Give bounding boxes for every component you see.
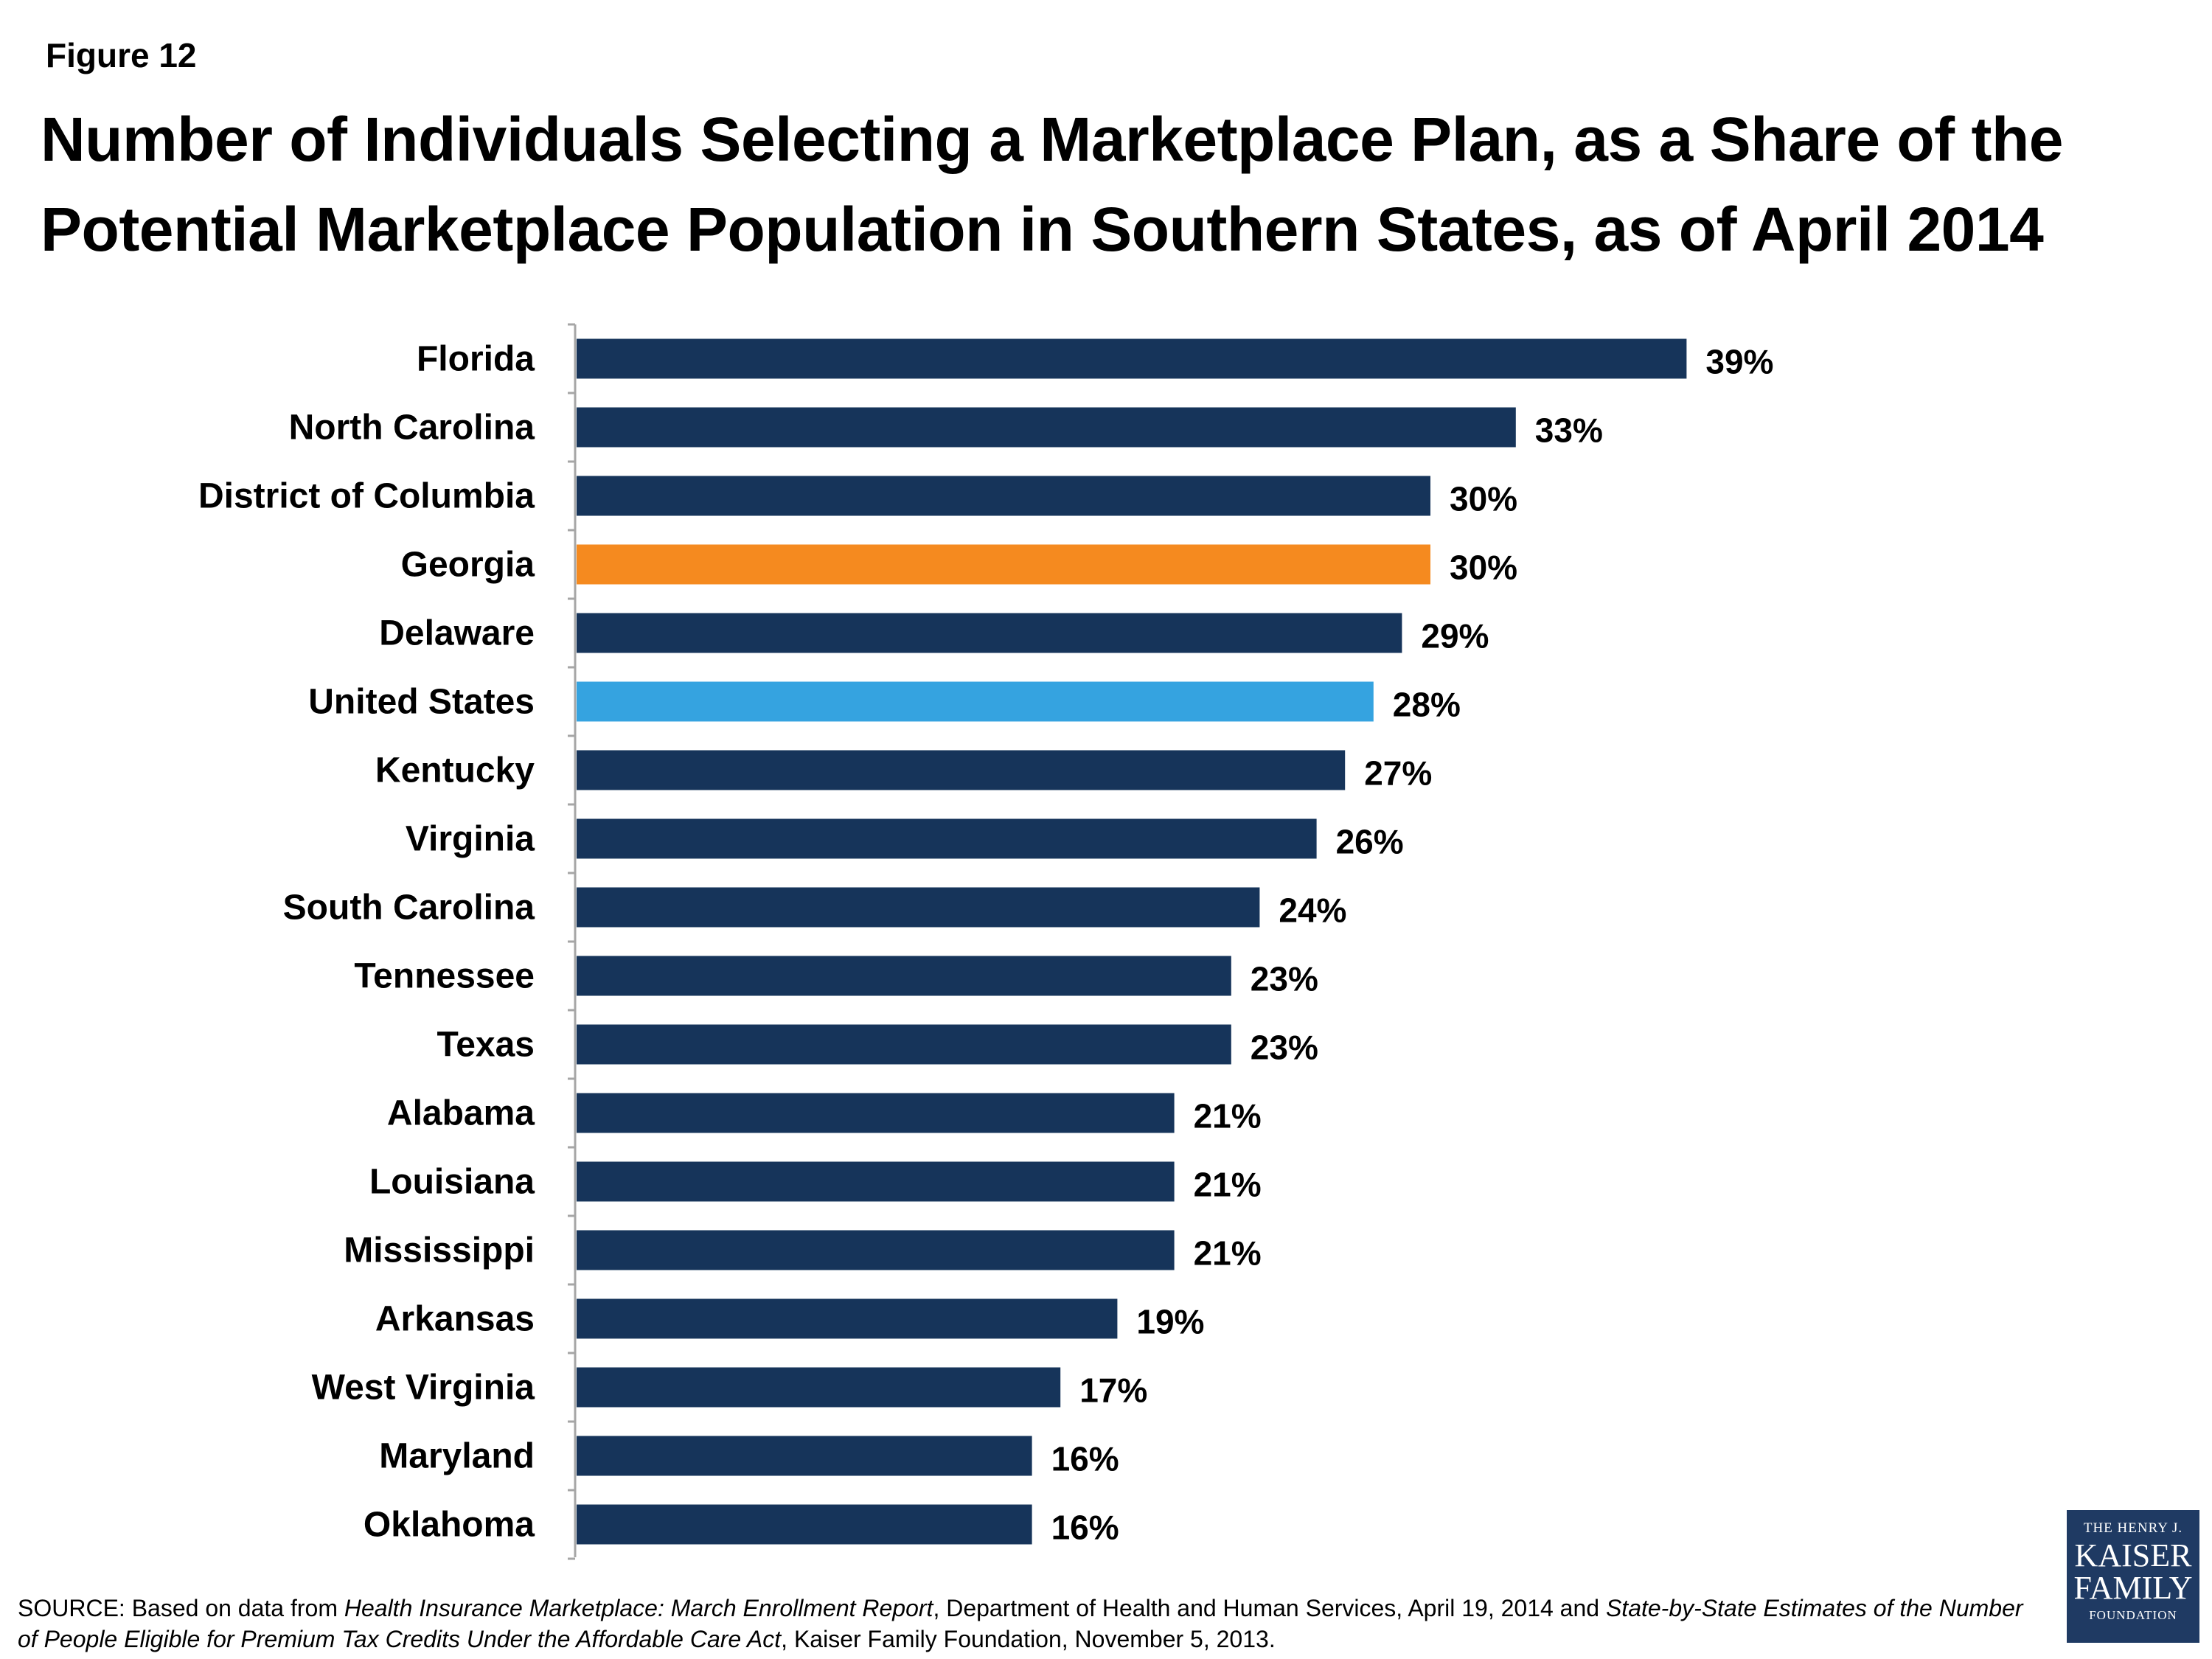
bar-florida (577, 338, 1687, 379)
value-label-kentucky: 27% (1364, 754, 1432, 793)
bar-delaware (577, 613, 1402, 653)
bar-virginia (577, 818, 1317, 859)
value-label-mississippi: 21% (1194, 1234, 1262, 1273)
category-labels-group: Florida North Carolina District of Columbi… (198, 340, 535, 1545)
value-label-georgia: 30% (1450, 549, 1517, 587)
value-labels-group: 39% 33% 30% 30% 29% 28% 27% 26% 24% 23% 23% 21% 21% 2… (1051, 343, 1774, 1547)
category-label-north-carolina: North Carolina (289, 408, 535, 448)
bar-oklahoma (577, 1504, 1032, 1545)
category-label-alabama: Alabama (387, 1094, 535, 1133)
value-label-alabama: 21% (1194, 1097, 1262, 1135)
source-prefix: SOURCE: Based on data from (18, 1595, 344, 1621)
bar-alabama (577, 1093, 1175, 1133)
category-label-oklahoma: Oklahoma (364, 1506, 535, 1545)
bar-louisiana (577, 1161, 1175, 1202)
value-label-district-of-columbia: 30% (1450, 480, 1517, 518)
category-label-mississippi: Mississippi (344, 1231, 535, 1270)
category-label-west-virginia: West Virginia (312, 1368, 535, 1408)
bar-texas (577, 1024, 1231, 1065)
value-label-texas: 23% (1251, 1029, 1318, 1067)
source-report-title: Health Insurance Marketplace: March Enro… (344, 1595, 933, 1621)
bar-north-carolina (577, 407, 1516, 448)
category-label-maryland: Maryland (379, 1437, 535, 1476)
bars-group (577, 338, 1687, 1545)
bar-united-states (577, 681, 1374, 722)
logo-line-4: FOUNDATION (2089, 1608, 2177, 1622)
bar-arkansas (577, 1298, 1118, 1339)
value-label-maryland: 16% (1051, 1440, 1119, 1478)
category-label-district-of-columbia: District of Columbia (198, 477, 535, 516)
value-label-north-carolina: 33% (1535, 411, 1603, 450)
source-middle: , Department of Health and Human Service… (933, 1595, 1606, 1621)
category-label-delaware: Delaware (379, 614, 535, 653)
bar-mississippi (577, 1230, 1175, 1270)
value-label-south-carolina: 24% (1279, 891, 1346, 930)
category-label-south-carolina: South Carolina (283, 888, 535, 928)
value-label-oklahoma: 16% (1051, 1509, 1119, 1547)
figure-label: Figure 12 (46, 36, 197, 74)
bar-tennessee (577, 956, 1231, 996)
source-estimates-title: State-by-State Estimates of the Number o… (18, 1595, 2023, 1652)
value-label-arkansas: 19% (1136, 1303, 1204, 1341)
bar-district-of-columbia (577, 476, 1430, 516)
value-label-virginia: 26% (1336, 823, 1404, 861)
logo-line-3: FAMILY (2073, 1570, 2193, 1606)
value-label-united-states: 28% (1393, 686, 1461, 724)
bar-kentucky (577, 750, 1346, 790)
category-label-florida: Florida (417, 340, 535, 379)
value-label-louisiana: 21% (1194, 1166, 1262, 1204)
value-label-west-virginia: 17% (1079, 1371, 1147, 1410)
logo-line-1: THE HENRY J. (2083, 1520, 2183, 1536)
category-label-tennessee: Tennessee (354, 957, 535, 996)
logo-line-2: KAISER (2074, 1537, 2192, 1573)
value-label-florida: 39% (1705, 343, 1773, 381)
category-label-arkansas: Arkansas (375, 1300, 535, 1339)
source-suffix: , Kaiser Family Foundation, November 5, … (781, 1626, 1276, 1652)
category-label-virginia: Virginia (406, 820, 535, 859)
category-label-louisiana: Louisiana (369, 1163, 535, 1202)
source-note: SOURCE: Based on data from Health Insura… (18, 1593, 2038, 1655)
bar-maryland (577, 1436, 1032, 1476)
bar-west-virginia (577, 1367, 1061, 1408)
category-label-united-states: United States (308, 683, 535, 722)
bar-georgia (577, 544, 1430, 585)
y-axis-ticks (568, 323, 575, 1560)
category-label-kentucky: Kentucky (375, 751, 535, 790)
bar-south-carolina (577, 887, 1260, 928)
value-label-tennessee: 23% (1251, 960, 1318, 998)
value-label-delaware: 29% (1421, 617, 1489, 655)
chart-title: Number of Individuals Selecting a Market… (41, 105, 2064, 264)
category-label-texas: Texas (437, 1026, 535, 1065)
kaiser-family-foundation-logo: THE HENRY J. KAISER FAMILY FOUNDATION (2067, 1510, 2199, 1643)
category-label-georgia: Georgia (401, 546, 535, 585)
